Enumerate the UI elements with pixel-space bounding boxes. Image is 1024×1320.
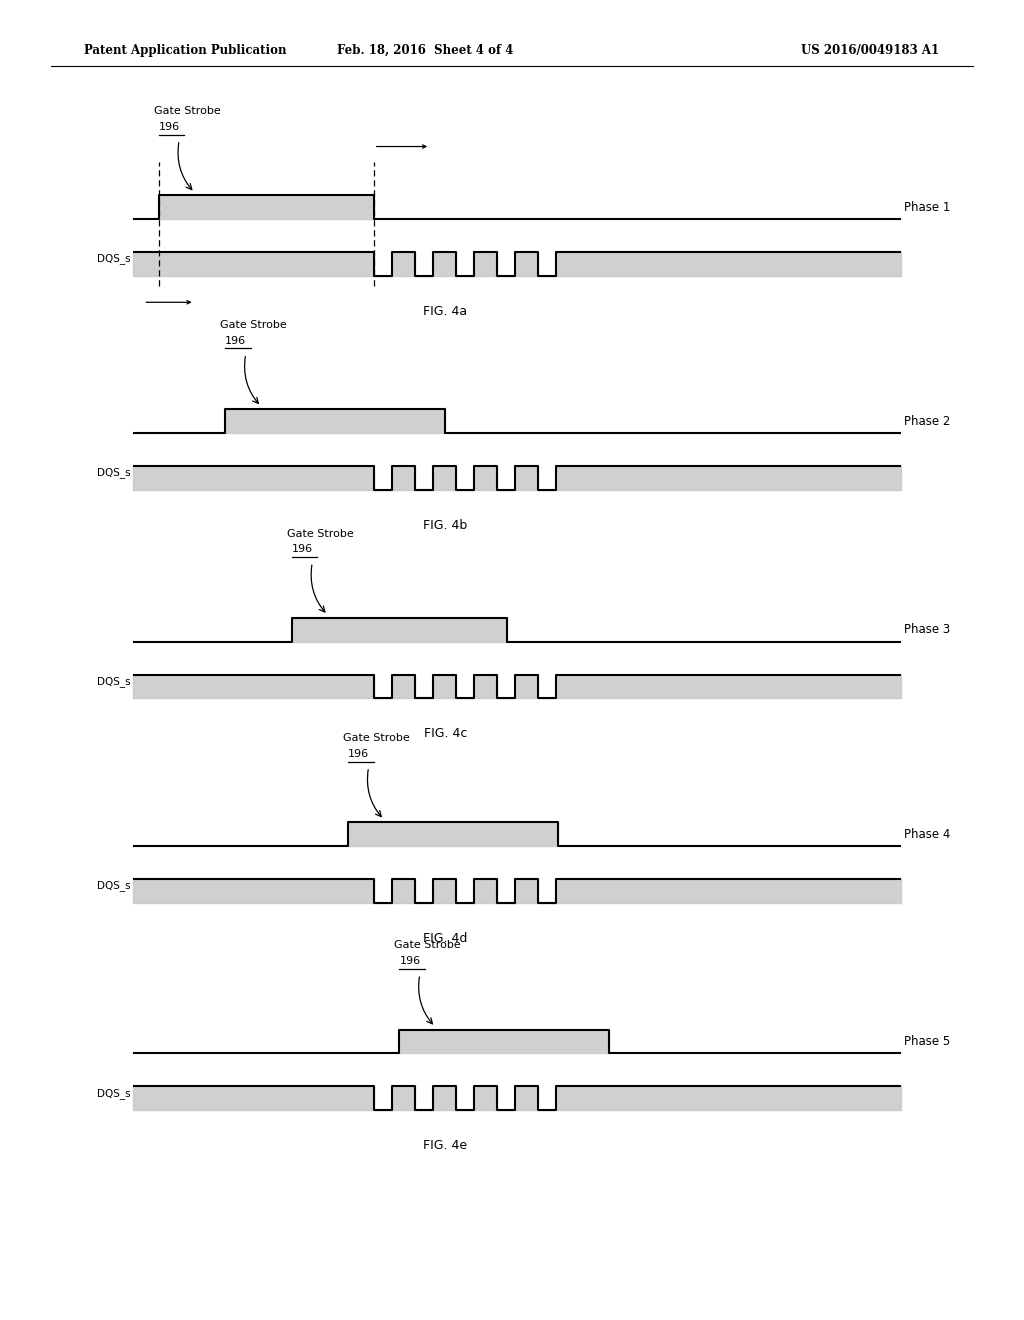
- Text: US 2016/0049183 A1: US 2016/0049183 A1: [802, 44, 939, 57]
- Text: FIG. 4b: FIG. 4b: [423, 519, 468, 532]
- Text: Gate Strobe: Gate Strobe: [154, 106, 220, 116]
- Text: DQS_s: DQS_s: [97, 467, 131, 478]
- Text: Phase 3: Phase 3: [904, 623, 950, 636]
- Text: Gate Strobe: Gate Strobe: [343, 733, 410, 743]
- Text: DQS_s: DQS_s: [97, 676, 131, 686]
- Text: 196: 196: [348, 748, 370, 759]
- Text: Phase 2: Phase 2: [904, 414, 950, 428]
- Text: 196: 196: [225, 335, 247, 346]
- Text: Feb. 18, 2016  Sheet 4 of 4: Feb. 18, 2016 Sheet 4 of 4: [337, 44, 513, 57]
- Text: FIG. 4d: FIG. 4d: [423, 932, 468, 945]
- Text: FIG. 4c: FIG. 4c: [424, 727, 467, 741]
- Text: DQS_s: DQS_s: [97, 253, 131, 264]
- Text: 196: 196: [159, 121, 180, 132]
- Text: Gate Strobe: Gate Strobe: [220, 319, 287, 330]
- Text: DQS_s: DQS_s: [97, 880, 131, 891]
- Text: Phase 4: Phase 4: [904, 828, 950, 841]
- Text: FIG. 4e: FIG. 4e: [423, 1139, 468, 1152]
- Text: Phase 1: Phase 1: [904, 201, 950, 214]
- Text: FIG. 4a: FIG. 4a: [423, 305, 468, 318]
- Text: Gate Strobe: Gate Strobe: [394, 940, 461, 950]
- Text: DQS_s: DQS_s: [97, 1088, 131, 1098]
- Text: 196: 196: [292, 544, 313, 554]
- Text: 196: 196: [399, 956, 421, 966]
- Text: Patent Application Publication: Patent Application Publication: [84, 44, 287, 57]
- Text: Gate Strobe: Gate Strobe: [287, 528, 353, 539]
- Text: Phase 5: Phase 5: [904, 1035, 950, 1048]
